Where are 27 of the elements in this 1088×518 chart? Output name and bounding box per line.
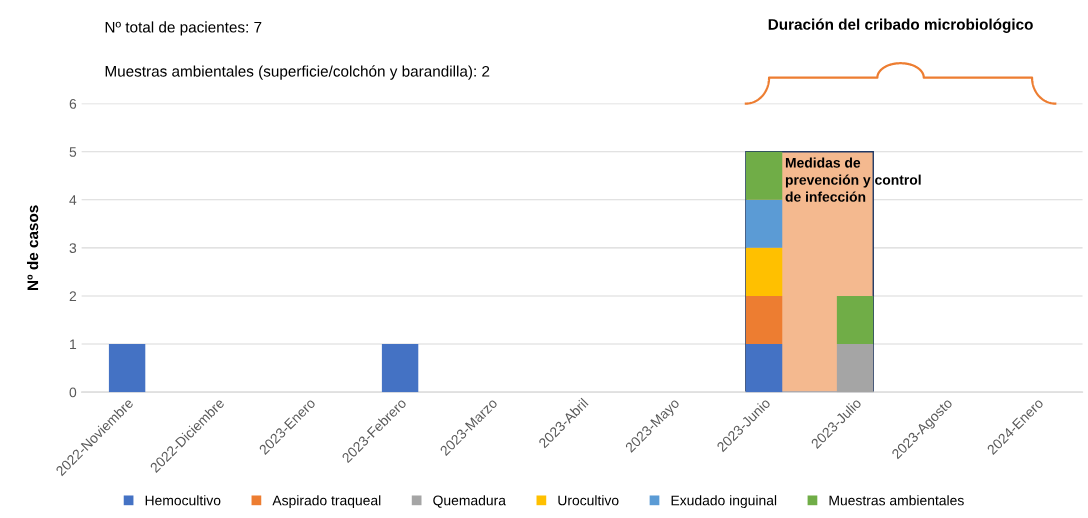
- bar: [836, 344, 874, 393]
- y-tick-label: 6: [69, 98, 77, 109]
- bar: [108, 344, 146, 393]
- y-tick-label: 5: [69, 147, 77, 157]
- bar: [745, 344, 783, 393]
- bar: [745, 199, 783, 248]
- y-tick-label: 1: [70, 339, 77, 350]
- legend-label: Quemadura: [433, 495, 506, 508]
- bar: [745, 151, 783, 200]
- text: Duración del cribado microbiológico: [768, 18, 1033, 33]
- y-tick-label: 3: [69, 243, 77, 254]
- legend-label: Muestras ambientales: [829, 495, 964, 506]
- y-tick-label: 4: [69, 195, 77, 205]
- bar: [381, 344, 419, 393]
- text: Nº total de pacientes: 7: [105, 21, 262, 36]
- legend-label: Urocultivo: [558, 495, 619, 506]
- bar: [745, 247, 783, 296]
- bar: [836, 295, 874, 345]
- y-axis-title: Nº de casos: [27, 205, 39, 290]
- legend-label: Aspirado traqueal: [272, 495, 381, 509]
- bar: [745, 295, 783, 345]
- legend-label: Hemocultivo: [145, 495, 221, 506]
- text: Muestras ambientales (superficie/colchón y barandilla): 2: [105, 65, 490, 80]
- legend-label: Exudado inguinal: [671, 495, 777, 509]
- y-tick-label: 0: [69, 387, 77, 398]
- y-tick-label: 2: [69, 291, 77, 301]
- band-label: Medidas de prevención y control de infección: [785, 157, 921, 202]
